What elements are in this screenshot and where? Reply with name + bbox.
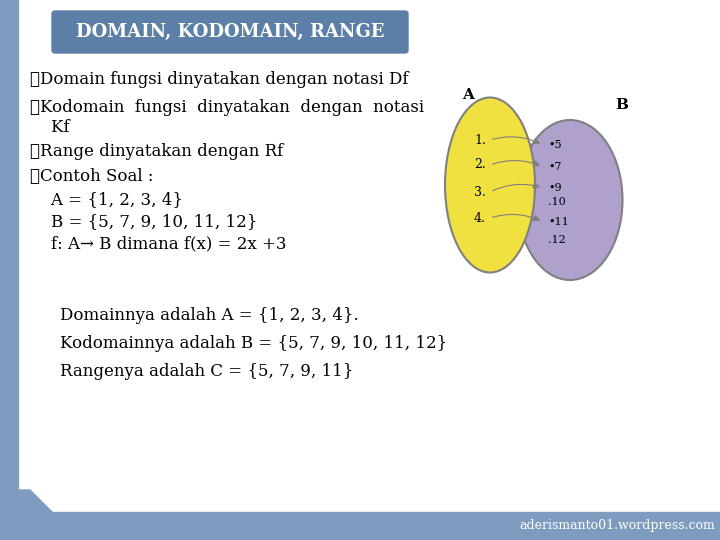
- Text: ❑Range dinyatakan dengan Rf: ❑Range dinyatakan dengan Rf: [30, 144, 283, 160]
- Text: Kodomainnya adalah B = {5, 7, 9, 10, 11, 12}: Kodomainnya adalah B = {5, 7, 9, 10, 11,…: [60, 334, 447, 352]
- Text: ❑Kodomain  fungsi  dinyatakan  dengan  notasi: ❑Kodomain fungsi dinyatakan dengan notas…: [30, 99, 424, 117]
- Text: ❑Contoh Soal :: ❑Contoh Soal :: [30, 168, 153, 186]
- Text: Kf: Kf: [30, 118, 70, 136]
- Bar: [0, 512, 720, 540]
- Text: Domainnya adalah A = {1, 2, 3, 4}.: Domainnya adalah A = {1, 2, 3, 4}.: [60, 307, 359, 323]
- Text: •7: •7: [548, 162, 562, 172]
- Bar: [0, 0, 18, 540]
- Text: f: A→ B dimana f(x) = 2x +3: f: A→ B dimana f(x) = 2x +3: [30, 235, 287, 253]
- Text: DOMAIN, KODOMAIN, RANGE: DOMAIN, KODOMAIN, RANGE: [76, 23, 384, 41]
- Text: Rangenya adalah C = {5, 7, 9, 11}: Rangenya adalah C = {5, 7, 9, 11}: [60, 362, 354, 380]
- Text: 3.: 3.: [474, 186, 486, 199]
- FancyBboxPatch shape: [52, 11, 408, 53]
- Text: A: A: [462, 88, 474, 102]
- Ellipse shape: [445, 98, 535, 273]
- Text: aderismanto01.wordpress.com: aderismanto01.wordpress.com: [519, 519, 715, 532]
- Text: .12: .12: [548, 235, 566, 245]
- Text: •5: •5: [548, 140, 562, 150]
- Text: •11: •11: [548, 217, 569, 227]
- Text: B: B: [616, 98, 629, 112]
- Text: .10: .10: [548, 197, 566, 207]
- Ellipse shape: [518, 120, 623, 280]
- Text: 4.: 4.: [474, 212, 486, 225]
- Text: A = {1, 2, 3, 4}: A = {1, 2, 3, 4}: [30, 192, 183, 208]
- Text: ❑Domain fungsi dinyatakan dengan notasi Df: ❑Domain fungsi dinyatakan dengan notasi …: [30, 71, 408, 89]
- Text: B = {5, 7, 9, 10, 11, 12}: B = {5, 7, 9, 10, 11, 12}: [30, 213, 257, 231]
- Text: •9: •9: [548, 183, 562, 193]
- Text: 1.: 1.: [474, 133, 486, 146]
- Polygon shape: [0, 490, 80, 540]
- Text: 2.: 2.: [474, 159, 486, 172]
